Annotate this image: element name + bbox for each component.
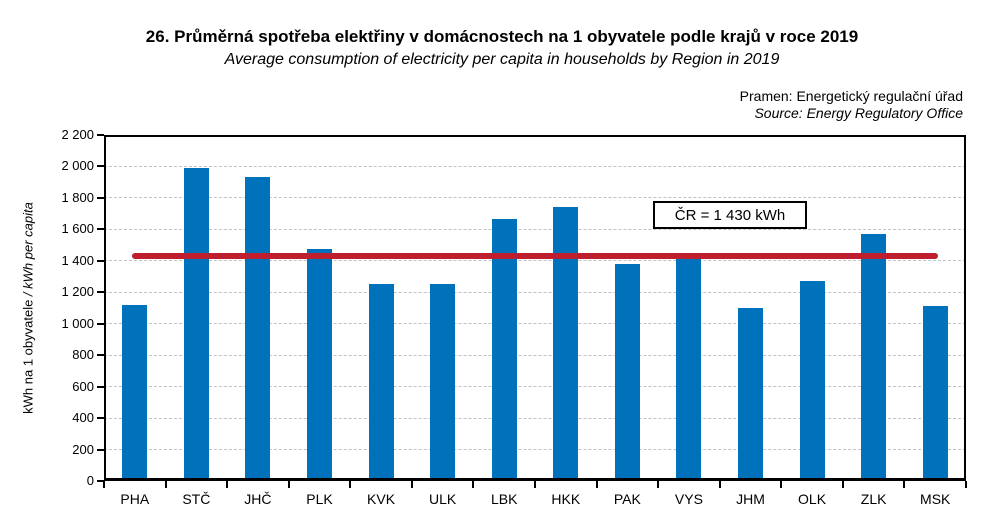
x-tick-label-ulk: ULK	[429, 491, 457, 507]
y-tick-mark	[97, 134, 104, 136]
x-tick-label-olk: OLK	[798, 491, 827, 507]
x-tick-mark	[965, 481, 967, 488]
y-tick-label: 1 600	[61, 221, 94, 237]
gridline	[104, 417, 966, 419]
x-tick-label-jhm: JHM	[736, 491, 765, 507]
source-line-en: Source: Energy Regulatory Office	[754, 105, 963, 121]
bar-jhm	[738, 308, 763, 481]
bar-plk	[307, 249, 332, 481]
x-tick-label-hkk: HKK	[551, 491, 581, 507]
chart-title: 26. Průměrná spotřeba elektřiny v domácn…	[145, 27, 859, 46]
bar-vys	[676, 257, 702, 481]
average-annotation: ČR = 1 430 kWh	[653, 201, 807, 229]
y-tick-label: 0	[86, 473, 94, 488]
x-tick-mark	[103, 481, 105, 488]
x-tick-label-pha: PHA	[120, 491, 150, 507]
x-tick-mark	[841, 481, 844, 488]
x-tick-mark	[534, 481, 536, 488]
x-tick-mark	[595, 481, 598, 488]
x-tick-mark	[718, 481, 721, 488]
gridline	[104, 386, 966, 388]
y-tick-mark	[97, 196, 104, 199]
gridline	[104, 291, 966, 293]
y-tick-label: 2 200	[61, 127, 94, 142]
bar-pak	[614, 263, 640, 481]
y-tick-label: 600	[72, 378, 94, 394]
x-tick-mark	[780, 481, 783, 488]
y-tick-mark	[97, 417, 104, 420]
x-tick-label-jhč: JHČ	[244, 491, 272, 507]
y-tick-mark	[97, 291, 104, 294]
y-tick-mark	[97, 354, 104, 357]
x-tick-mark	[287, 481, 290, 488]
x-tick-label-plk: PLK	[306, 491, 333, 507]
y-tick-label: 1 200	[61, 284, 94, 300]
y-tick-label: 1 800	[61, 189, 94, 205]
y-tick-mark	[97, 322, 104, 325]
x-tick-label-msk: MSK	[920, 491, 951, 507]
x-tick-mark	[410, 481, 413, 488]
y-tick-label: 200	[72, 441, 94, 457]
y-tick-label: 1 000	[61, 315, 94, 331]
gridline	[104, 228, 966, 230]
x-tick-label-pak: PAK	[613, 491, 641, 507]
chart-subtitle: Average consumption of electricity per c…	[224, 51, 780, 68]
y-tick-label: 2 000	[61, 158, 94, 174]
bar-lbk	[491, 219, 517, 481]
y-tick-label: 400	[72, 410, 94, 426]
bar-jhč	[245, 176, 271, 481]
plot-area	[104, 135, 966, 481]
bar-kvk	[368, 284, 394, 481]
gridline	[104, 260, 966, 262]
average-line	[131, 253, 939, 260]
y-tick-label: 1 400	[61, 252, 94, 268]
y-tick-mark	[97, 228, 104, 231]
x-tick-mark	[164, 481, 167, 488]
y-tick-mark	[97, 385, 104, 388]
bar-ulk	[430, 283, 456, 481]
x-tick-label-stč: STČ	[182, 491, 211, 507]
x-tick-label-vys: VYS	[674, 491, 703, 507]
x-tick-mark	[657, 481, 660, 488]
y-tick-label: 800	[72, 347, 94, 363]
x-tick-mark	[903, 481, 906, 488]
x-tick-label-kvk: KVK	[367, 491, 396, 507]
bar-hkk	[553, 207, 579, 481]
gridline	[104, 449, 966, 451]
y-tick-mark	[97, 259, 104, 262]
gridline	[104, 354, 966, 356]
x-tick-mark	[472, 481, 475, 488]
y-tick-mark	[97, 165, 104, 168]
source-note: Pramen: Energetický regulační úřad Sourc…	[740, 88, 963, 122]
y-tick-mark	[97, 480, 104, 482]
bar-stč	[183, 168, 209, 481]
x-tick-mark	[226, 481, 229, 488]
y-tick-mark	[97, 448, 104, 451]
gridline	[104, 197, 966, 199]
bar-msk	[922, 306, 948, 481]
bar-zlk	[861, 234, 887, 481]
y-axis-title-en: / kWh per capita	[20, 202, 36, 297]
source-line-cz: Pramen: Energetický regulační úřad	[739, 88, 963, 104]
x-tick-mark	[349, 481, 352, 488]
bar-olk	[799, 281, 825, 481]
gridline	[104, 165, 966, 167]
x-tick-label-zlk: ZLK	[860, 491, 887, 507]
gridline	[104, 323, 966, 325]
x-tick-label-lbk: LBK	[490, 491, 518, 507]
bar-pha	[122, 304, 148, 481]
